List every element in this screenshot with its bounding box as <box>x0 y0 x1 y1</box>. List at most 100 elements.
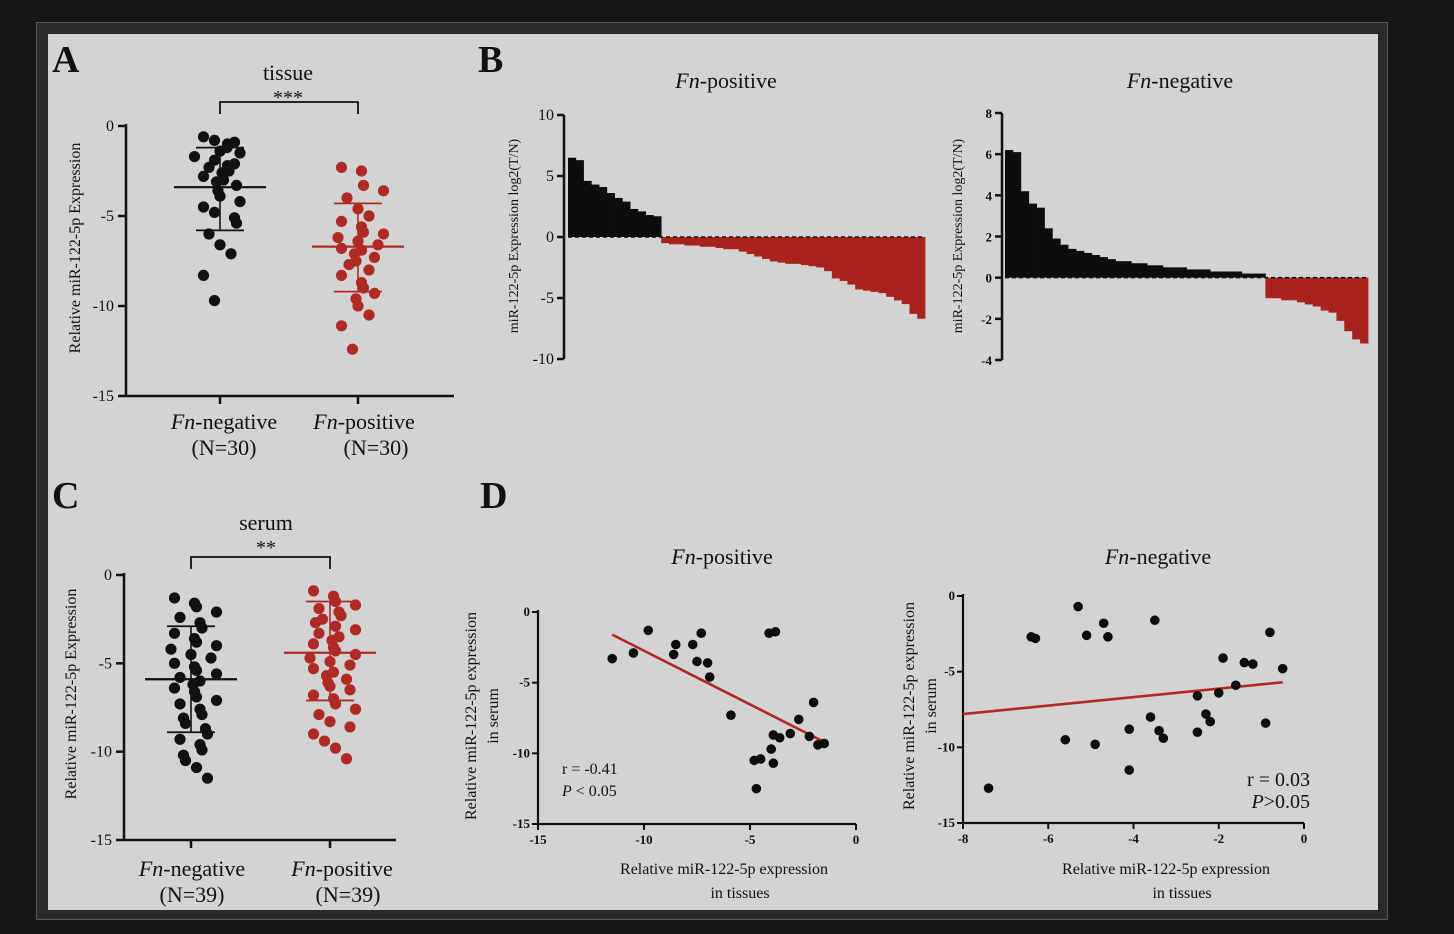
chart-b2-bar-41 <box>1328 277 1337 313</box>
chart-c-point-s1-17 <box>349 648 362 661</box>
chart-b1-bar-10 <box>645 215 654 237</box>
chart-b2-bar-14 <box>1115 261 1124 278</box>
chart-b2-bar-26 <box>1210 271 1219 278</box>
chart-a-point-s1-10 <box>377 228 390 240</box>
chart-b2-ylabel: miR-122-5p Expression log2(T/N) <box>951 138 966 333</box>
chart-d1-xlabel-1: Relative miR-122-5p expression <box>620 861 828 878</box>
chart-a-cat-1: Fn-positive <box>312 409 414 434</box>
panel-letter-b: B <box>478 39 503 81</box>
chart-b1-bar-42 <box>893 237 903 301</box>
chart-c-point-s0-7 <box>168 627 181 639</box>
chart-b1-bar-18 <box>707 237 716 247</box>
chart-a-y-tick-label-3: -15 <box>93 388 114 405</box>
chart-b2-bar-23 <box>1186 269 1195 278</box>
chart-b1-ylabel: miR-122-5p Expression log2(T/N) <box>507 138 522 333</box>
chart-d2-point-15 <box>1192 691 1203 701</box>
chart-d1-point-21 <box>793 714 804 725</box>
chart-b2-bar-39 <box>1312 277 1322 307</box>
chart-d2-stat-r: r = 0.03 <box>1247 769 1310 791</box>
chart-d1-y-tick-label-3: -15 <box>513 816 531 831</box>
chart-b2-bar-18 <box>1147 265 1156 278</box>
chart-c-point-s0-6 <box>196 622 208 634</box>
chart-d2-y-tick-label-2: -10 <box>938 739 955 754</box>
chart-c-y-tick-label-3: -15 <box>91 832 112 849</box>
chart-d1-point-0 <box>607 653 617 664</box>
chart-b2-bar-36 <box>1289 277 1298 301</box>
chart-a-y-tick-label-2: -10 <box>93 298 114 315</box>
chart-b2-y-tick-label-2: 4 <box>986 188 993 203</box>
chart-d1-point-1 <box>628 648 639 658</box>
chart-b2-bar-7 <box>1060 244 1069 278</box>
chart-d1-y-tick-label-0: 0 <box>524 604 531 619</box>
chart-d2-point-18 <box>1205 716 1216 727</box>
chart-b1-bar-41 <box>886 237 895 297</box>
chart-b1-bar-6 <box>614 197 623 237</box>
chart-b1-bar-2 <box>583 180 592 237</box>
chart-c-point-s0-25 <box>174 698 186 710</box>
chart-b2-bar-29 <box>1233 271 1243 278</box>
chart-d1-point-4 <box>668 649 679 660</box>
chart-d2-point-2 <box>1030 633 1041 644</box>
chart-a-point-s0-27 <box>225 248 237 260</box>
chart-b2-y-tick-label-6: -4 <box>981 353 992 368</box>
chart-b1-bar-23 <box>746 237 755 255</box>
chart-c-point-s1-37 <box>329 742 342 754</box>
chart-d2-ylabel-2: in serum <box>923 678 940 734</box>
chart-b2-bar-1 <box>1012 152 1022 278</box>
chart-a-point-s1-14 <box>335 242 348 254</box>
chart-c-point-s1-24 <box>340 673 353 685</box>
chart-b1-y-tick-label-0: 10 <box>538 107 554 124</box>
chart-b2-y-tick-label-4: 0 <box>986 271 993 286</box>
chart-d1-ylabel-2: in serum <box>485 688 502 744</box>
chart-a-point-s1-11 <box>332 232 344 244</box>
chart-c-y-tick-label-2: -10 <box>91 744 112 761</box>
chart-d2-y-tick-label-0: 0 <box>949 588 956 603</box>
chart-b1-bar-16 <box>692 237 701 246</box>
chart-b2-bar-12 <box>1099 257 1108 278</box>
chart-d2-x-tick-label-0: -8 <box>958 831 969 846</box>
chart-b1-title: Fn-positive <box>674 68 776 93</box>
chart-c-point-s1-10 <box>349 624 362 636</box>
chart-c-significance-bracket <box>190 556 331 569</box>
chart-c-point-s1-36 <box>318 735 331 747</box>
chart-d2-xlabel-1: Relative miR-122-5p expression <box>1062 861 1270 878</box>
chart-c-cat-0-n: (N=39) <box>160 882 225 907</box>
chart-d1-x-tick-label-0: -15 <box>529 832 547 847</box>
chart-d2-title: Fn-negative <box>1104 544 1211 569</box>
chart-c-point-s1-0 <box>307 585 320 597</box>
chart-d2-point-0 <box>983 783 994 793</box>
chart-d2-point-21 <box>1231 680 1241 691</box>
chart-c-point-s1-11 <box>313 627 325 639</box>
figure-panel: A B C D tissue *** Relative miR-122-5p E… <box>48 34 1378 910</box>
chart-b2-bar-33 <box>1265 277 1274 299</box>
chart-b2-bar-44 <box>1352 277 1361 340</box>
chart-c-point-s1-38 <box>340 753 353 765</box>
chart-c-point-s1-8 <box>309 617 322 629</box>
chart-a-point-s1-27 <box>363 309 375 321</box>
chart-b1-bar-30 <box>800 237 809 266</box>
chart-c-point-s0-34 <box>196 744 208 756</box>
chart-a-point-s0-0 <box>197 131 210 143</box>
chart-a-cat-0: Fn-negative <box>170 409 277 434</box>
chart-b2-bar-15 <box>1123 261 1132 278</box>
chart-a-point-s0-11 <box>203 161 215 173</box>
chart-b2-bar-20 <box>1162 267 1172 278</box>
chart-d1-point-19 <box>774 732 785 743</box>
chart-d2-point-8 <box>1103 632 1113 642</box>
chart-b1-bar-21 <box>730 237 740 250</box>
chart-b2-bar-27 <box>1218 271 1227 278</box>
chart-d1-point-17 <box>766 744 776 754</box>
chart-d2-xlabel-2: in tissues <box>1152 885 1211 902</box>
chart-b2-y-tick-label-3: 2 <box>986 230 993 245</box>
chart-b2-bar-6 <box>1052 238 1061 278</box>
chart-c-point-s0-4 <box>174 611 186 624</box>
chart-b1-bar-28 <box>785 237 794 264</box>
chart-b1-bar-4 <box>599 186 608 237</box>
chart-b1-bar-0 <box>568 157 577 237</box>
chart-d2-point-24 <box>1260 718 1271 728</box>
chart-a-point-s1-24 <box>368 287 381 299</box>
chart-d2-point-7 <box>1098 618 1109 629</box>
chart-d1-point-13 <box>755 754 766 764</box>
chart-b2-bar-22 <box>1178 267 1187 278</box>
chart-a-point-s0-17 <box>230 179 243 191</box>
